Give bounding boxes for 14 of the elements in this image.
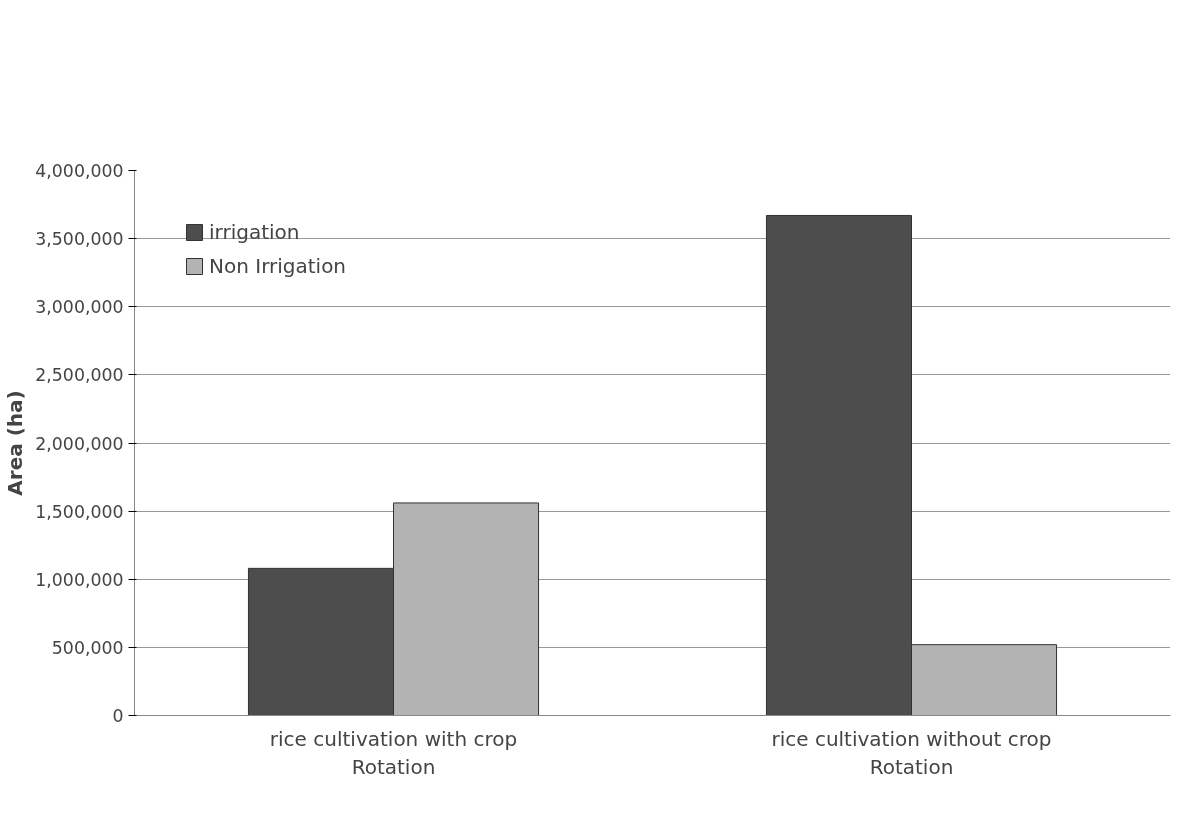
legend-label: irrigation: [209, 220, 300, 244]
y-tick-label: 2,500,000: [35, 365, 124, 386]
legend-label: Non Irrigation: [209, 254, 347, 278]
y-axis-title: Area (ha): [3, 390, 28, 496]
y-tick-label: 1,500,000: [35, 501, 124, 522]
y-tick-label: 4,000,000: [35, 161, 124, 181]
y-tick-label: 3,500,000: [35, 229, 124, 250]
y-tick-label: 3,000,000: [35, 297, 124, 318]
y-tick-label: 1,000,000: [35, 569, 124, 590]
y-tick-label: 0: [112, 706, 124, 726]
y-tick-label: 500,000: [51, 637, 124, 658]
y-tick-label: 2,000,000: [35, 433, 124, 454]
x-tick-label: rice cultivation with crop Rotation: [269, 726, 518, 780]
x-tick-label: rice cultivation without crop Rotation: [771, 726, 1052, 780]
